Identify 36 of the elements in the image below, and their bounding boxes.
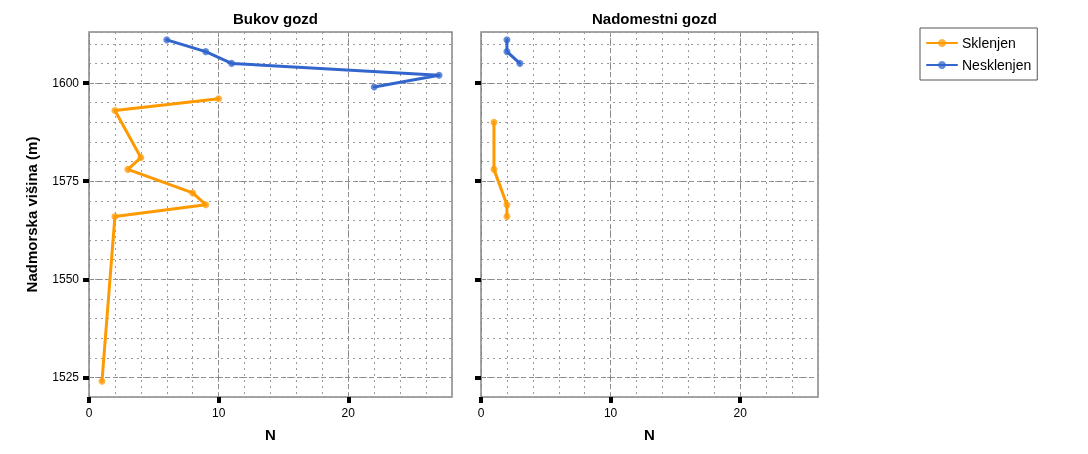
y-tick-label: 1525	[52, 370, 80, 385]
point	[490, 165, 498, 173]
point	[111, 107, 119, 114]
point	[189, 189, 197, 197]
y-axis-title: Nadmorska višina (m)	[23, 136, 40, 293]
x-tick-label: 10	[211, 406, 226, 420]
point	[516, 59, 524, 67]
point	[370, 83, 378, 91]
point	[503, 36, 511, 44]
x-tick-label: 0	[85, 406, 93, 420]
y-tick-label: 1600	[52, 76, 80, 91]
point	[490, 118, 498, 126]
point	[228, 59, 236, 67]
x-tick-label: 20	[341, 406, 356, 420]
legend-label: Nesklenjen	[962, 57, 1032, 73]
point	[215, 95, 223, 103]
point	[202, 48, 210, 56]
x-tick-label: 0	[477, 406, 485, 420]
x-axis-title: N	[265, 426, 276, 443]
point	[503, 201, 511, 209]
chart-title: Nadomestni gozd	[591, 10, 718, 27]
point	[98, 377, 106, 385]
point	[111, 212, 119, 220]
point	[503, 48, 511, 56]
y-tick-label: 1575	[52, 174, 80, 189]
legend-label: Sklenjen	[962, 35, 1016, 51]
point	[163, 36, 171, 44]
point	[124, 165, 132, 173]
y-tick-label: 1550	[52, 272, 80, 287]
x-axis-title: N	[644, 426, 655, 443]
x-tick-label: 20	[733, 406, 748, 420]
chart-title: Bukov gozd	[233, 10, 318, 27]
point	[137, 154, 145, 162]
x-tick-label: 10	[603, 406, 618, 420]
point	[202, 201, 210, 209]
point	[503, 212, 511, 220]
